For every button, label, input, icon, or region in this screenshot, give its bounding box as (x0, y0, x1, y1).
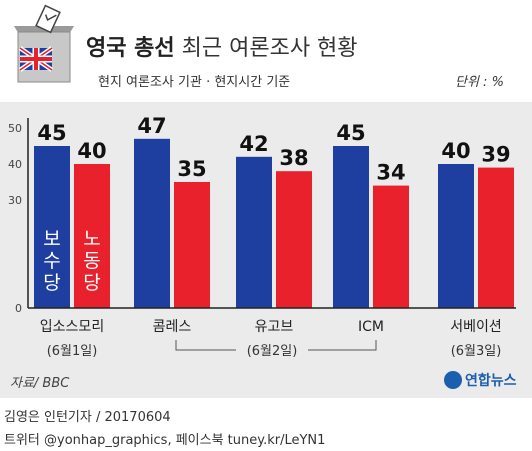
data-label: 39 (481, 143, 510, 167)
x-tick-label: 콤레스 (153, 319, 192, 335)
x-tick-label: 입소스모리 (40, 319, 104, 335)
uk-flag-icon (18, 46, 54, 72)
data-label: 42 (239, 132, 268, 156)
ballot-box-icon (14, 4, 74, 83)
chart-subtitle: 현지 여론조사 기관 · 현지시간 기준 (98, 75, 291, 90)
bar-conservative (333, 146, 369, 308)
bar-labour (373, 185, 409, 308)
bar-chart: 0 30 40 50 45 40 입소스모리 47 35 콤레스 42 38 유고브 45 34 ICM 40 3… (8, 114, 516, 359)
credit-line: 김영은 인턴기자 / 20170604 (4, 410, 171, 425)
x-tick-label: ICM (358, 319, 384, 335)
bar-conservative (438, 164, 474, 308)
legend-label-char: 동 (83, 250, 100, 272)
bar-labour (174, 182, 210, 308)
date-group-label: (6월1일) (47, 344, 98, 359)
y-tick-label: 40 (8, 158, 22, 171)
legend-label-char: 당 (43, 272, 60, 294)
bar-labour (74, 164, 110, 308)
data-label: 34 (376, 161, 405, 185)
x-tick-label: 유고브 (255, 319, 294, 335)
date-group-bracket (175, 340, 377, 351)
data-label: 45 (37, 121, 66, 145)
data-label: 40 (441, 139, 470, 163)
legend-label-char: 당 (83, 272, 100, 294)
date-group-label: (6월3일) (451, 344, 502, 359)
agency-name: 연합뉴스 (465, 373, 517, 389)
legend-label-char: 노 (83, 228, 100, 250)
data-label: 38 (279, 146, 308, 170)
source-label: 자료/ BBC (10, 376, 70, 391)
data-label: 47 (137, 114, 166, 138)
data-label: 40 (77, 139, 106, 163)
date-group-label: (6월2일) (247, 344, 298, 359)
bar-conservative (134, 138, 170, 308)
y-tick-label: 50 (8, 122, 22, 135)
agency-logo: 연합뉴스 (444, 370, 517, 390)
title-rest: 최근 여론조사 현황 (181, 36, 358, 61)
bar-conservative (34, 146, 70, 308)
data-label: 45 (336, 121, 365, 145)
y-tick-label: 0 (15, 302, 22, 315)
chart-title: 영국 총선 최근 여론조사 현황 (86, 30, 358, 62)
legend-label-char: 수 (43, 250, 60, 272)
bar-conservative (236, 156, 272, 308)
header (0, 0, 532, 102)
legend-label-char: 보 (43, 228, 60, 250)
unit-label: 단위 : % (455, 75, 504, 90)
social-line: 트위터 @yonhap_graphics, 페이스북 tuney.kr/LeYN… (4, 433, 326, 448)
data-label: 35 (177, 157, 206, 181)
title-bold: 영국 총선 (86, 36, 175, 61)
y-tick-label: 30 (8, 194, 22, 207)
yonhap-logo-icon (444, 371, 462, 389)
bar-labour (276, 171, 312, 308)
x-tick-label: 서베이션 (450, 319, 502, 335)
bar-labour (478, 167, 514, 308)
